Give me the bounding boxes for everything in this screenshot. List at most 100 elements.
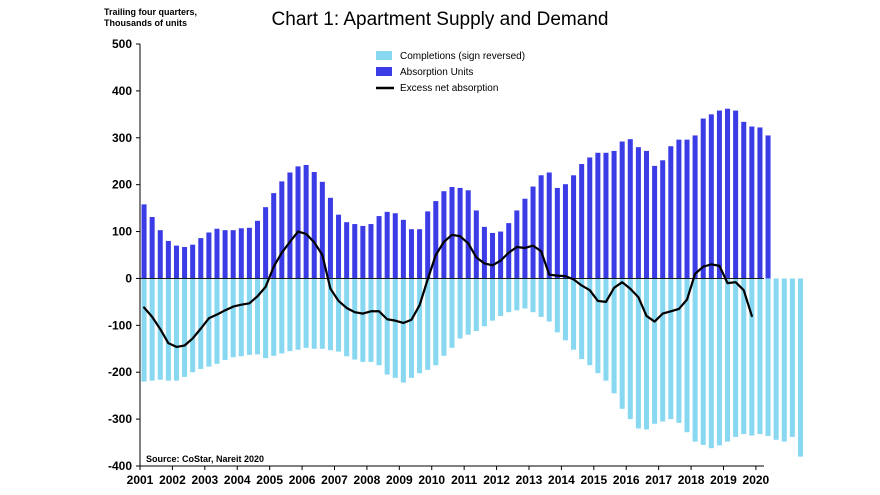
x-tick-label: 2012 (483, 473, 510, 487)
completions-sign-reversed-bar (749, 278, 755, 436)
y-tick-label: 500 (112, 37, 132, 51)
completions-sign-reversed-bar (441, 278, 447, 356)
completions-sign-reversed-bar (214, 278, 220, 364)
absorption-units-bar (643, 150, 649, 279)
y-tick-label: -400 (108, 459, 132, 473)
absorption-units-bar (433, 201, 439, 279)
completions-sign-reversed-bar (514, 278, 520, 311)
absorption-units-bar (449, 187, 455, 279)
completions-sign-reversed-bar (303, 278, 309, 348)
x-tick-label: 2004 (224, 473, 251, 487)
absorption-units-bar (327, 197, 333, 279)
completions-sign-reversed-bar (627, 278, 633, 420)
absorption-units-bar (481, 226, 487, 279)
absorption-units-bar (311, 172, 317, 279)
completions-sign-reversed-bar (676, 278, 682, 423)
absorption-units-bar (668, 146, 674, 279)
completions-sign-reversed-bar (433, 278, 439, 366)
completions-sign-reversed-bar (376, 278, 382, 366)
absorption-units-bar (571, 175, 577, 279)
absorption-units-bar (684, 139, 690, 279)
absorption-units-bar (384, 211, 390, 279)
completions-sign-reversed-bar (643, 278, 649, 430)
completions-sign-reversed-bar (538, 278, 544, 317)
absorption-units-bar (182, 247, 188, 279)
absorption-units-bar (173, 245, 179, 279)
completions-sign-reversed-bar (652, 278, 658, 424)
legend-swatch-completions-sign-reversed (376, 51, 392, 60)
y-tick-label: 300 (112, 131, 132, 145)
completions-sign-reversed-bar (246, 278, 252, 355)
x-tick-label: 2020 (743, 473, 770, 487)
x-tick-label: 2017 (645, 473, 672, 487)
completions-sign-reversed-bar (384, 278, 390, 375)
completions-sign-reversed-bar (741, 278, 747, 435)
absorption-units-bar (725, 108, 731, 279)
absorption-units-bar (198, 238, 204, 279)
completions-sign-reversed-bar (425, 278, 431, 370)
completions-sign-reversed-bar (490, 278, 496, 321)
source-note: Source: CoStar, Nareit 2020 (146, 454, 264, 464)
absorption-units-bar (757, 127, 763, 279)
y-tick-label: -200 (108, 365, 132, 379)
absorption-units-bar (165, 240, 171, 279)
completions-sign-reversed-bar (295, 278, 301, 350)
completions-sign-reversed-bar (141, 278, 147, 382)
y-tick-label: -100 (108, 318, 132, 332)
absorption-units-bar (506, 223, 512, 279)
x-tick-label: 2011 (451, 473, 477, 487)
x-tick-label: 2010 (418, 473, 445, 487)
absorption-units-bar (400, 219, 406, 279)
absorption-units-bar (295, 166, 301, 279)
completions-sign-reversed-bar (554, 278, 560, 333)
completions-sign-reversed-bar (449, 278, 455, 348)
x-tick-label: 2014 (548, 473, 575, 487)
completions-sign-reversed-bar (635, 278, 641, 429)
legend-label-absorption-units: Absorption Units (400, 67, 473, 78)
completions-sign-reversed-bar (368, 278, 374, 362)
absorption-units-bar (587, 157, 593, 279)
completions-sign-reversed-bar (716, 278, 722, 446)
completions-sign-reversed-bar (522, 278, 528, 309)
absorption-units-bar (554, 187, 560, 279)
absorption-units-bar (319, 181, 325, 279)
completions-sign-reversed-bar (684, 278, 690, 433)
chart-title: Chart 1: Apartment Supply and Demand (272, 9, 609, 30)
completions-sign-reversed-bar (587, 278, 593, 366)
x-tick-label: 2019 (710, 473, 737, 487)
completions-sign-reversed-bar (595, 278, 601, 374)
completions-sign-reversed-bar (271, 278, 277, 356)
x-tick-label: 2018 (678, 473, 705, 487)
absorption-units-bar (336, 214, 342, 279)
completions-sign-reversed-bar (773, 278, 779, 440)
completions-sign-reversed-bar (603, 278, 609, 381)
absorption-units-bar (206, 232, 212, 279)
completions-sign-reversed-bar (473, 278, 479, 331)
absorption-units-bar (538, 175, 544, 279)
absorption-units-bar (254, 220, 261, 279)
x-tick-label: 2008 (354, 473, 381, 487)
completions-sign-reversed-bar (279, 278, 285, 354)
absorption-units-bar (214, 228, 220, 279)
completions-sign-reversed-bar (579, 278, 585, 360)
legend-swatch-absorption-units (376, 67, 392, 76)
completions-sign-reversed-bar (344, 278, 350, 357)
x-tick-label: 2003 (191, 473, 218, 487)
completions-sign-reversed-bar (392, 278, 398, 378)
absorption-units-bar (611, 150, 617, 279)
completions-sign-reversed-bar (230, 278, 236, 358)
absorption-units-bar (692, 135, 698, 279)
completions-sign-reversed-bar (254, 278, 261, 355)
completions-sign-reversed-bar (457, 278, 463, 339)
absorption-units-bar (627, 139, 633, 279)
absorption-units-bar (263, 207, 269, 279)
absorption-units-bar (441, 191, 447, 279)
absorption-units-bar (603, 152, 609, 279)
absorption-units-bar (473, 210, 479, 279)
absorption-units-bar (352, 224, 358, 279)
excess-net-absorption-line (142, 230, 753, 348)
absorption-units-bar (595, 152, 601, 279)
absorption-units-bar (546, 172, 552, 279)
